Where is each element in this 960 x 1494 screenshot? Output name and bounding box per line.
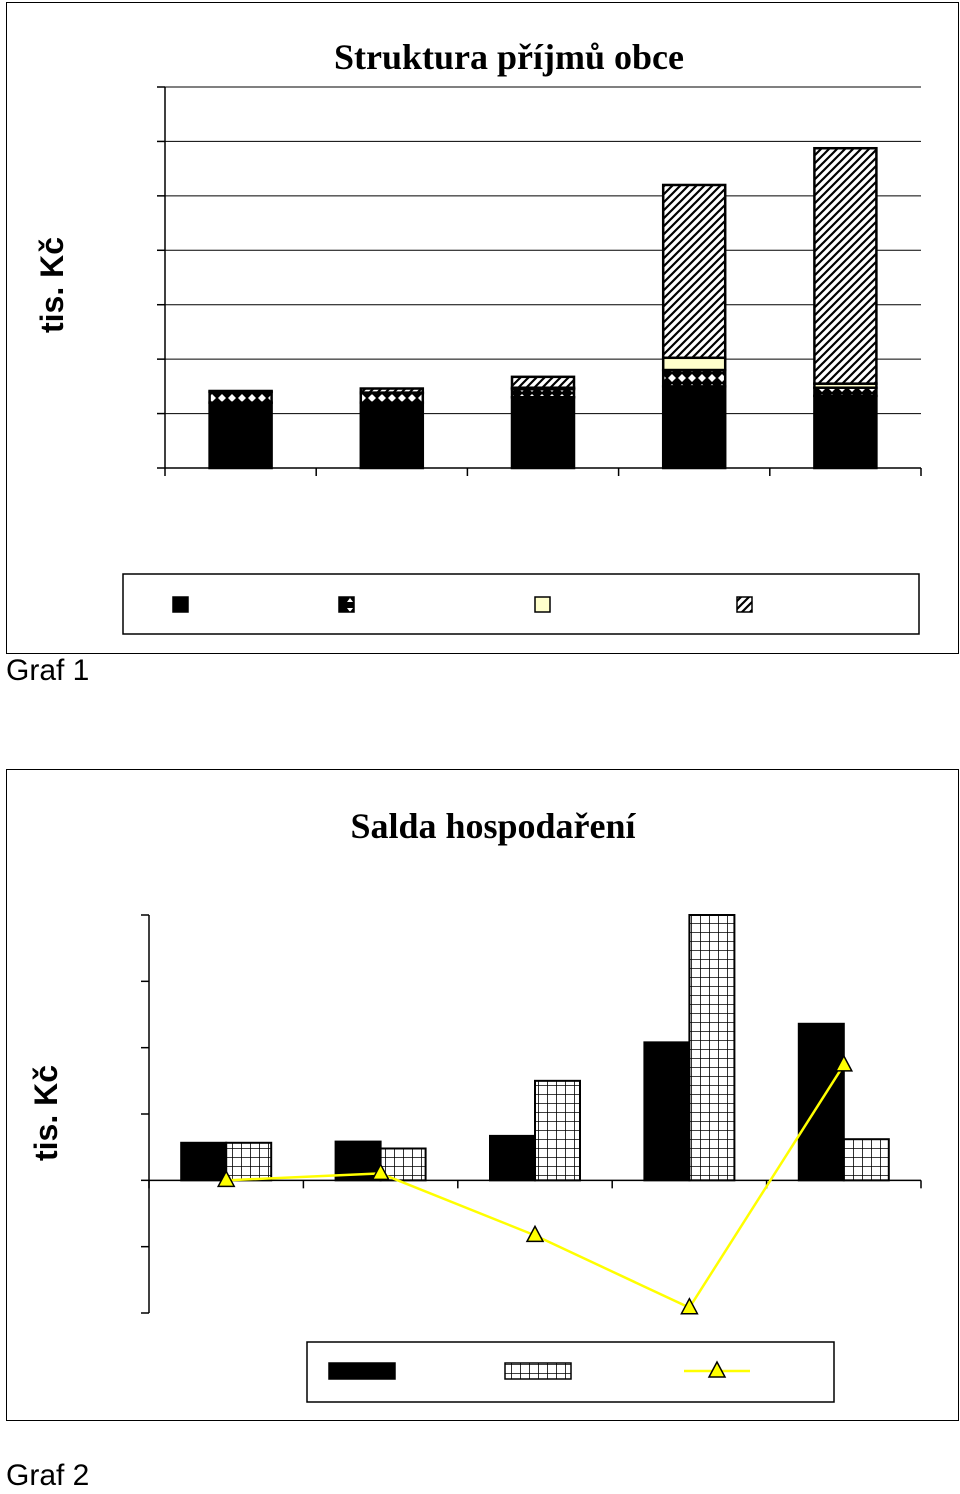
chart2-svg: Salda hospodaření tis. Kč [28, 806, 922, 1403]
chart1-bar-daňové-2010 [208, 401, 273, 470]
chart2-bar-příjmy-2013 [643, 1041, 691, 1182]
chart2-bar-příjmy-2010 [180, 1141, 228, 1182]
chart1-y-axis-label: tis. Kč [34, 237, 70, 333]
chart2-saldo-marker-2011 [371, 1162, 390, 1181]
chart2-saldo-marker-2010 [216, 1169, 236, 1188]
chart2-saldo-marker-2012 [525, 1224, 545, 1243]
chart1-legend-swatch-nedaňové [338, 596, 355, 613]
chart2-bar-výdaje-9.14 [842, 1138, 890, 1182]
chart2-legend-swatch-prijmy [328, 1362, 396, 1380]
chart1-bar-daňové-2012 [510, 395, 576, 470]
chart1-bar-daňové-2013 [661, 385, 727, 470]
chart1-bar-transfery-2013 [661, 183, 727, 360]
chart1-bar-transfery-9.14 [813, 146, 878, 385]
chart1-bar-kapitálové-2013 [661, 356, 727, 372]
chart2-frame: Salda hospodaření tis. Kč [6, 769, 959, 1421]
chart2-y-axis-label: tis. Kč [28, 1065, 64, 1161]
chart2-bar-výdaje-2013 [688, 914, 736, 1182]
chart1-bar-daňové-2011 [359, 401, 425, 470]
chart1-bar-transfery-2012 [510, 375, 576, 389]
graf2-caption: Graf 2 [6, 1459, 90, 1492]
chart2-saldo-marker-2013 [680, 1297, 699, 1315]
chart1-svg: Struktura příjmů obce tis. Kč [34, 37, 922, 635]
chart2-legend-swatch-vydaje [504, 1362, 572, 1380]
chart1-legend-swatch-kapitálové [534, 596, 551, 613]
chart1-bar-kapitálové-2010 [208, 389, 273, 394]
chart1-bar-nedaňové-2013 [661, 368, 727, 388]
chart1-title: Struktura příjmů obce [334, 37, 684, 77]
chart1-legend-swatch-daňové [172, 596, 189, 613]
chart1-frame: Struktura příjmů obce tis. Kč [6, 2, 959, 654]
chart2-saldo-marker-9.14 [834, 1054, 854, 1072]
chart2-bar-výdaje-2010 [225, 1141, 273, 1182]
chart2-legend-swatch-saldo-marker [707, 1360, 727, 1378]
chart1-legend-swatch-transfery [736, 596, 753, 613]
chart1-bar-transfery-2011 [359, 387, 425, 394]
chart1-bar-daňové-9.14 [813, 394, 878, 470]
graf1-caption: Graf 1 [6, 654, 90, 687]
chart1-legend-box [122, 573, 920, 635]
chart1-bar-nedaňové-2010 [208, 390, 273, 404]
chart2-bar-výdaje-2012 [534, 1079, 581, 1182]
chart2-title: Salda hospodaření [350, 806, 636, 846]
chart2-bar-příjmy-2012 [489, 1134, 536, 1182]
chart1-bar-nedaňové-2011 [359, 391, 425, 404]
